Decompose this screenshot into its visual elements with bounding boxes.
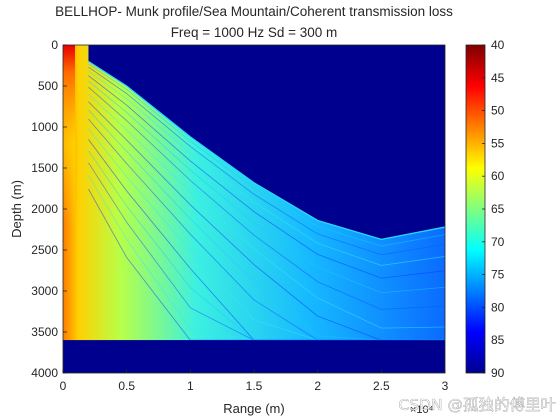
- fringe-line: [88, 86, 445, 310]
- fringe-line: [88, 93, 445, 329]
- y-tick-label: 3000: [31, 284, 58, 298]
- colorbar-tick-label: 45: [491, 71, 505, 85]
- x-axis: 0 0.5 1 1.5 2 2.5 3: [60, 369, 449, 393]
- y-tick-label: 1000: [31, 120, 58, 134]
- y-tick-label: 4000: [31, 366, 58, 380]
- x-axis-exponent: ×10⁴: [410, 404, 434, 416]
- chart-title-line2: Freq = 1000 Hz Sd = 300 m: [171, 25, 338, 40]
- y-tick-label: 3500: [31, 325, 58, 339]
- fringe-line: [88, 66, 445, 256]
- x-tick-label: 0.5: [118, 379, 135, 393]
- x-axis-label: Range (m): [223, 401, 284, 416]
- colorbar-tick-label: 65: [491, 202, 505, 216]
- fringe-line: [88, 75, 445, 279]
- seabed-region: [63, 340, 445, 373]
- y-tick-label: 2000: [31, 202, 58, 216]
- colorbar-tick-label: 70: [491, 235, 505, 249]
- colorbar-tick-label: 85: [491, 333, 505, 347]
- x-tick-label: 3: [442, 379, 449, 393]
- colorbar-tick-label: 75: [491, 268, 505, 282]
- y-axis: 0 500 1000 1500 2000 2500 3000 3500 4000: [31, 38, 67, 380]
- y-axis-label: Depth (m): [9, 180, 24, 238]
- y-tick-label: 2500: [31, 243, 58, 257]
- y-tick-label: 500: [38, 79, 58, 93]
- x-tick-label: 2.5: [373, 379, 390, 393]
- plot-area: [62, 44, 446, 374]
- y-tick-label: 1500: [31, 161, 58, 175]
- colorbar-tick-label: 40: [491, 38, 505, 52]
- colorbar-tick-label: 60: [491, 169, 505, 183]
- colorbar-gradient: [466, 45, 485, 373]
- colorbar-tick-label: 55: [491, 136, 505, 150]
- near-source-high-level: [63, 45, 75, 225]
- fringe-line: [88, 70, 445, 266]
- colorbar-tick-label: 50: [491, 104, 505, 118]
- chart-title-line1: BELLHOP- Munk profile/Sea Mountain/Coher…: [55, 4, 453, 19]
- fringe-line: [88, 63, 445, 247]
- x-tick-label: 1.5: [246, 379, 263, 393]
- colorbar-ticks: 40 45 50 55 60 65 70 75 80 85 90: [482, 38, 505, 380]
- x-tick-label: 1: [187, 379, 194, 393]
- colorbar: 40 45 50 55 60 65 70 75 80 85 90: [465, 38, 505, 380]
- colorbar-tick-label: 90: [491, 366, 505, 380]
- colorbar-tick-label: 80: [491, 300, 505, 314]
- x-tick-label: 2: [314, 379, 321, 393]
- x-tick-label: 0: [60, 379, 67, 393]
- watermark: CSDN @孤独的傅里叶: [398, 396, 556, 414]
- interference-fringes: [88, 63, 445, 341]
- sea-mountain-caustic: [88, 60, 445, 241]
- fringe-line: [88, 80, 445, 294]
- y-tick-label: 0: [51, 38, 58, 52]
